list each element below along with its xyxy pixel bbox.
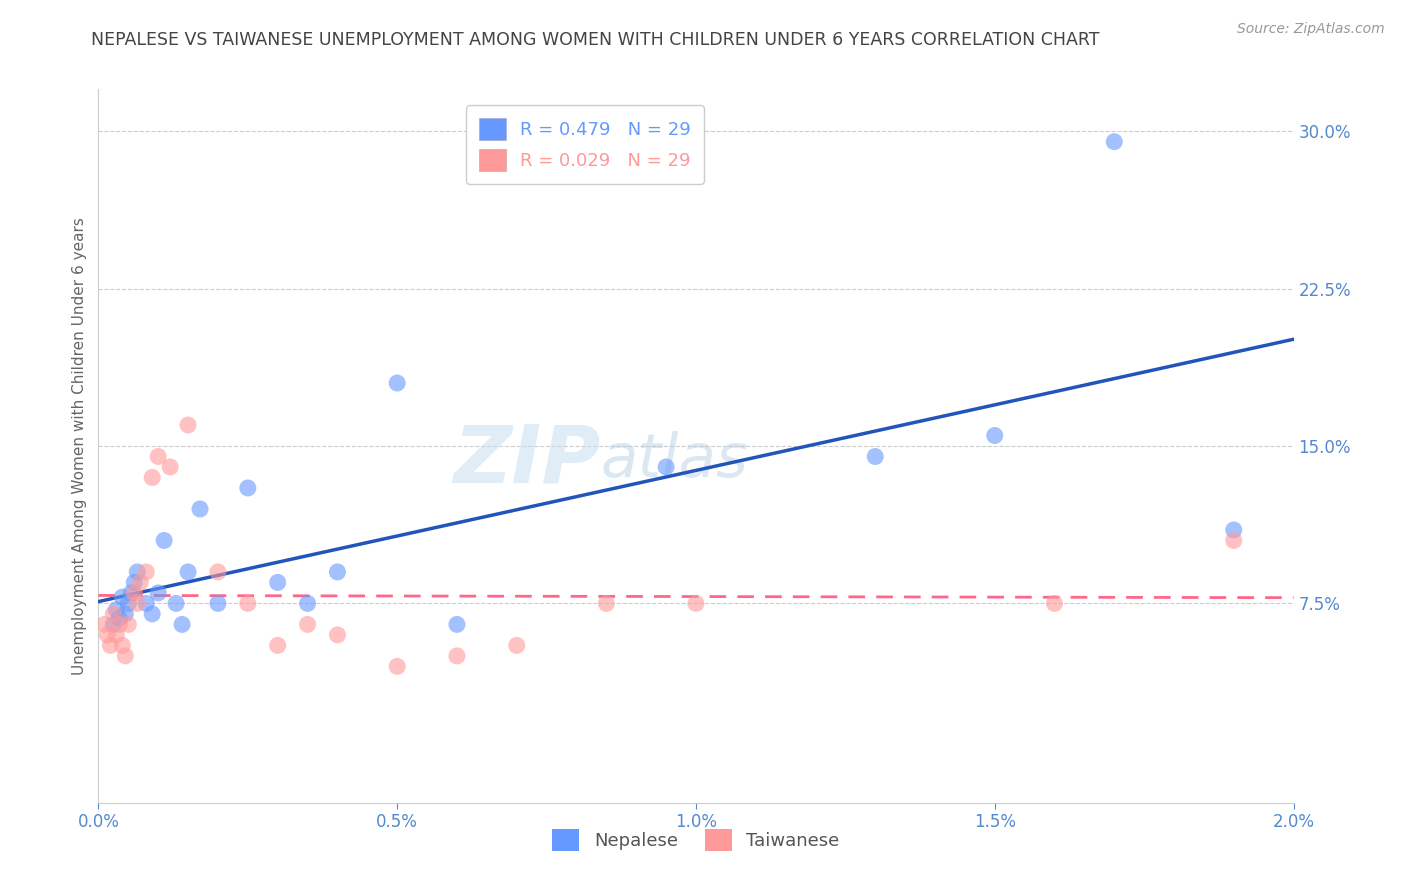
Point [108, 617, 131, 632]
Point [141, 470, 163, 484]
Text: ZIP: ZIP [453, 421, 600, 500]
Point [120, 586, 142, 600]
Point [297, 617, 319, 632]
Point [595, 596, 617, 610]
Point [103, 617, 125, 632]
Point [326, 565, 349, 579]
Point [93, 617, 115, 632]
Point [159, 460, 181, 475]
Point [117, 617, 139, 632]
Point [127, 596, 149, 610]
Point [172, 617, 194, 632]
Point [135, 596, 157, 610]
Point [114, 607, 136, 621]
Point [177, 565, 200, 579]
Point [655, 460, 678, 475]
Point [117, 596, 139, 610]
Y-axis label: Unemployment Among Women with Children Under 6 years: Unemployment Among Women with Children U… [72, 217, 87, 675]
Point [98, 639, 122, 653]
Point [177, 417, 200, 432]
Point [236, 481, 259, 495]
Point [1223, 533, 1246, 548]
Point [446, 617, 468, 632]
Point [153, 533, 176, 548]
Point [385, 659, 409, 673]
Point [188, 502, 211, 516]
Point [446, 648, 468, 663]
Text: Source: ZipAtlas.com: Source: ZipAtlas.com [1237, 22, 1385, 37]
Point [129, 575, 152, 590]
Point [111, 590, 134, 604]
Point [236, 596, 259, 610]
Point [105, 628, 128, 642]
Point [103, 607, 125, 621]
Point [141, 607, 163, 621]
Point [124, 575, 146, 590]
Point [865, 450, 887, 464]
Point [148, 586, 170, 600]
Point [506, 639, 529, 653]
Point [267, 639, 290, 653]
Point [135, 565, 157, 579]
Text: NEPALESE VS TAIWANESE UNEMPLOYMENT AMONG WOMEN WITH CHILDREN UNDER 6 YEARS CORRE: NEPALESE VS TAIWANESE UNEMPLOYMENT AMONG… [91, 31, 1099, 49]
Point [96, 628, 118, 642]
Legend: Nepalese, Taiwanese: Nepalese, Taiwanese [546, 822, 846, 858]
Point [124, 586, 146, 600]
Point [984, 428, 1007, 442]
Point [207, 565, 229, 579]
Point [326, 628, 349, 642]
Point [111, 639, 134, 653]
Point [207, 596, 229, 610]
Point [1223, 523, 1246, 537]
Point [148, 450, 170, 464]
Point [165, 596, 187, 610]
Text: atlas: atlas [600, 431, 748, 490]
Point [385, 376, 409, 390]
Point [105, 603, 128, 617]
Point [1043, 596, 1066, 610]
Point [297, 596, 319, 610]
Point [127, 565, 149, 579]
Point [685, 596, 707, 610]
Point [114, 648, 136, 663]
Point [108, 611, 131, 625]
Point [267, 575, 290, 590]
Point [1104, 135, 1126, 149]
